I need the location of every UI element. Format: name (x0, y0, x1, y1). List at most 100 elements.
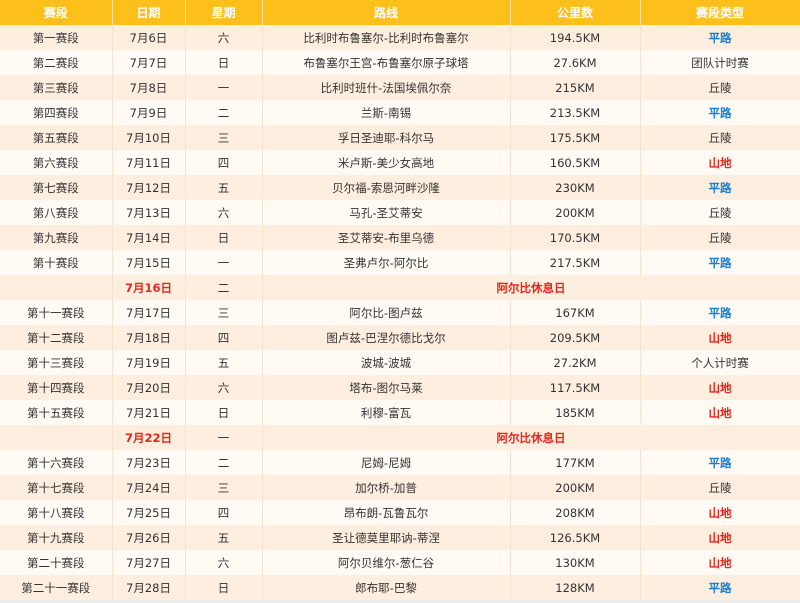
stage-type-cell: 丘陵 (640, 225, 800, 250)
date-cell: 7月8日 (112, 75, 186, 100)
date-cell: 7月7日 (112, 50, 186, 75)
weekday-cell: 六 (185, 375, 263, 400)
weekday-cell: 五 (185, 175, 263, 200)
stage-cell: 第十七赛段 (0, 475, 113, 500)
stage-cell: 第十二赛段 (0, 325, 113, 350)
date-cell: 7月21日 (112, 400, 186, 425)
stage-type-cell: 丘陵 (640, 125, 800, 150)
rest-day-row: 7月22日一阿尔比休息日 (0, 425, 800, 450)
stage-type-cell: 平路 (640, 250, 800, 275)
route-cell: 利穆-富瓦 (262, 400, 511, 425)
stage-cell: 第十九赛段 (0, 525, 113, 550)
table-row: 第八赛段 7月13日六马孔-圣艾蒂安 200KM 丘陵 (0, 200, 800, 225)
table-row: 第五赛段 7月10日三孚日圣迪耶-科尔马 175.5KM 丘陵 (0, 125, 800, 150)
route-cell: 波城-波城 (262, 350, 511, 375)
weekday-cell: 三 (185, 475, 263, 500)
header-weekday: 星期 (185, 0, 263, 25)
date-cell: 7月11日 (112, 150, 186, 175)
distance-cell: 117.5KM (510, 375, 641, 400)
date-cell: 7月13日 (112, 200, 186, 225)
route-cell: 比利时班什-法国埃佩尔奈 (262, 75, 511, 100)
table-row: 第十二赛段 7月18日四图卢兹-巴涅尔德比戈尔 209.5KM 山地 (0, 325, 800, 350)
route-cell: 比利时布鲁塞尔-比利时布鲁塞尔 (262, 25, 511, 50)
distance-cell: 200KM (510, 200, 641, 225)
route-cell: 圣艾蒂安-布里乌德 (262, 225, 511, 250)
table-row: 第十七赛段 7月24日三加尔桥-加普 200KM 丘陵 (0, 475, 800, 500)
date-cell: 7月24日 (112, 475, 186, 500)
stage-type-cell: 山地 (640, 550, 800, 575)
distance-cell: 213.5KM (510, 100, 641, 125)
route-cell: 郎布耶-巴黎 (262, 575, 511, 600)
date-cell: 7月27日 (112, 550, 186, 575)
distance-cell: 200KM (510, 475, 641, 500)
stage-cell: 第十四赛段 (0, 375, 113, 400)
stage-cell: 第一赛段 (0, 25, 113, 50)
date-cell: 7月22日 (112, 425, 186, 450)
weekday-cell: 五 (185, 525, 263, 550)
distance-cell: 209.5KM (510, 325, 641, 350)
table-row: 第一赛段 7月6日六比利时布鲁塞尔-比利时布鲁塞尔 194.5KM 平路 (0, 25, 800, 50)
route-cell: 马孔-圣艾蒂安 (262, 200, 511, 225)
weekday-cell: 二 (185, 450, 263, 475)
stage-cell: 第九赛段 (0, 225, 113, 250)
table-row: 第十赛段 7月15日一圣弗卢尔-阿尔比 217.5KM 平路 (0, 250, 800, 275)
route-cell: 贝尔福-索恩河畔沙隆 (262, 175, 511, 200)
weekday-cell: 二 (185, 100, 263, 125)
distance-cell: 230KM (510, 175, 641, 200)
distance-cell: 126.5KM (510, 525, 641, 550)
route-cell: 阿尔比-图卢兹 (262, 300, 511, 325)
stage-type-cell: 平路 (640, 450, 800, 475)
date-cell: 7月10日 (112, 125, 186, 150)
stage-cell: 第二十一赛段 (0, 575, 113, 600)
stage-cell: 第四赛段 (0, 100, 113, 125)
weekday-cell: 一 (185, 250, 263, 275)
weekday-cell: 四 (185, 500, 263, 525)
distance-cell: 185KM (510, 400, 641, 425)
table-row: 第二赛段 7月7日日布鲁塞尔王宫-布鲁塞尔原子球塔 27.6KM 团队计时赛 (0, 50, 800, 75)
route-cell: 塔布-图尔马莱 (262, 375, 511, 400)
stage-cell: 第十三赛段 (0, 350, 113, 375)
table-row: 第二十赛段 7月27日六阿尔贝维尔-葱仁谷 130KM 山地 (0, 550, 800, 575)
table-row: 第六赛段 7月11日四米卢斯-美少女高地 160.5KM 山地 (0, 150, 800, 175)
table-row: 第十一赛段 7月17日三阿尔比-图卢兹 167KM 平路 (0, 300, 800, 325)
distance-cell: 167KM (510, 300, 641, 325)
stage-cell: 第十五赛段 (0, 400, 113, 425)
date-cell: 7月17日 (112, 300, 186, 325)
route-cell: 米卢斯-美少女高地 (262, 150, 511, 175)
date-cell: 7月20日 (112, 375, 186, 400)
table-row: 第十九赛段 7月26日五圣让德莫里耶讷-蒂涅 126.5KM 山地 (0, 525, 800, 550)
table-header-row: 赛段 日期 星期 路线 公里数 赛段类型 (0, 0, 800, 25)
distance-cell: 215KM (510, 75, 641, 100)
route-cell: 圣弗卢尔-阿尔比 (262, 250, 511, 275)
distance-cell: 160.5KM (510, 150, 641, 175)
stage-type-cell: 平路 (640, 300, 800, 325)
stage-type-cell: 山地 (640, 325, 800, 350)
stage-cell (0, 425, 113, 450)
weekday-cell: 日 (185, 225, 263, 250)
route-cell: 加尔桥-加普 (262, 475, 511, 500)
stage-cell: 第六赛段 (0, 150, 113, 175)
table-row: 第九赛段 7月14日日圣艾蒂安-布里乌德 170.5KM 丘陵 (0, 225, 800, 250)
header-route: 路线 (262, 0, 511, 25)
stage-cell: 第二十赛段 (0, 550, 113, 575)
date-cell: 7月18日 (112, 325, 186, 350)
table-row: 第七赛段 7月12日五贝尔福-索恩河畔沙隆 230KM 平路 (0, 175, 800, 200)
weekday-cell: 一 (185, 425, 263, 450)
weekday-cell: 六 (185, 550, 263, 575)
weekday-cell: 三 (185, 300, 263, 325)
stage-type-cell: 丘陵 (640, 75, 800, 100)
distance-cell: 177KM (510, 450, 641, 475)
header-date: 日期 (112, 0, 186, 25)
header-distance: 公里数 (510, 0, 641, 25)
stage-type-cell: 山地 (640, 375, 800, 400)
stage-cell: 第十一赛段 (0, 300, 113, 325)
stage-cell (0, 275, 113, 300)
weekday-cell: 日 (185, 400, 263, 425)
route-cell: 孚日圣迪耶-科尔马 (262, 125, 511, 150)
stage-type-cell: 个人计时赛 (640, 350, 800, 375)
rest-day-row: 7月16日二阿尔比休息日 (0, 275, 800, 300)
weekday-cell: 四 (185, 150, 263, 175)
route-cell: 兰斯-南锡 (262, 100, 511, 125)
weekday-cell: 六 (185, 25, 263, 50)
